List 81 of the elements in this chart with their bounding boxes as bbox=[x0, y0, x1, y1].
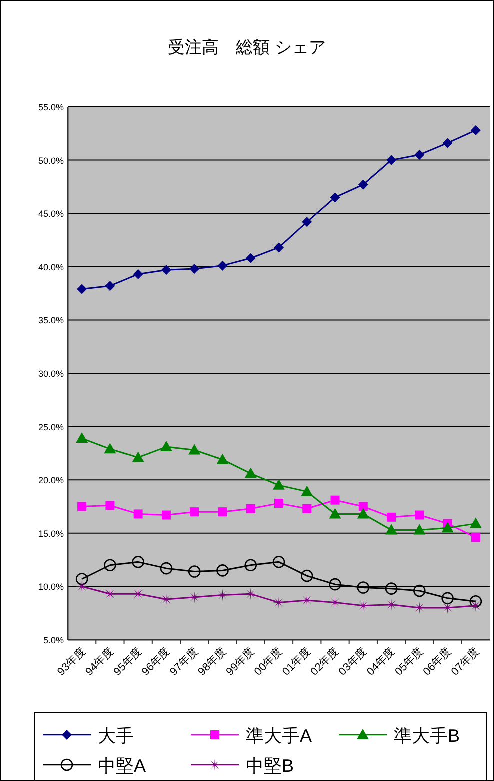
point bbox=[132, 452, 144, 462]
point bbox=[76, 573, 88, 586]
point bbox=[274, 242, 284, 253]
point bbox=[188, 566, 201, 578]
point bbox=[76, 580, 88, 593]
point bbox=[470, 518, 482, 528]
point bbox=[470, 125, 481, 136]
chart-title: 受注高 総額 シェア bbox=[168, 38, 326, 57]
point bbox=[358, 180, 368, 190]
point bbox=[329, 508, 342, 519]
y-tick-label: 40.0% bbox=[38, 262, 64, 272]
point bbox=[273, 479, 285, 490]
point bbox=[415, 510, 424, 520]
point bbox=[76, 432, 88, 444]
y-tick-label: 45.0% bbox=[38, 209, 64, 220]
point bbox=[358, 502, 368, 512]
y-tick-label: 35.0% bbox=[38, 316, 64, 326]
point bbox=[216, 564, 229, 577]
legend-label: 準大手A bbox=[246, 726, 312, 746]
point bbox=[300, 570, 314, 582]
legend-label: 準大手B bbox=[394, 726, 460, 746]
point bbox=[442, 592, 454, 605]
legend-label: 大手 bbox=[98, 726, 134, 746]
point bbox=[273, 596, 285, 609]
point bbox=[106, 501, 115, 510]
point bbox=[162, 510, 171, 520]
point bbox=[414, 150, 425, 160]
point bbox=[161, 265, 172, 276]
point bbox=[105, 281, 116, 292]
point bbox=[160, 593, 172, 606]
point bbox=[387, 512, 396, 522]
point bbox=[442, 522, 454, 533]
point bbox=[272, 556, 286, 568]
point bbox=[357, 582, 370, 594]
point bbox=[104, 559, 116, 572]
point bbox=[218, 508, 228, 517]
point bbox=[216, 454, 229, 464]
point bbox=[133, 269, 144, 280]
y-tick-label: 50.0% bbox=[38, 156, 64, 166]
y-tick-label: 25.0% bbox=[38, 422, 64, 432]
point bbox=[471, 533, 480, 542]
point bbox=[246, 253, 256, 264]
point bbox=[386, 524, 398, 535]
y-tick-label: 10.0% bbox=[38, 582, 64, 592]
point bbox=[104, 443, 116, 454]
y-tick-label: 5.0% bbox=[43, 636, 64, 646]
point bbox=[329, 578, 342, 591]
point bbox=[414, 524, 426, 535]
y-tick-label: 55.0% bbox=[38, 102, 64, 112]
point bbox=[414, 584, 426, 598]
y-tick-label: 30.0% bbox=[38, 369, 64, 379]
point bbox=[442, 138, 453, 148]
point bbox=[78, 502, 87, 512]
point bbox=[386, 598, 398, 611]
point bbox=[385, 582, 398, 595]
point bbox=[244, 559, 258, 572]
point bbox=[470, 595, 482, 608]
point bbox=[190, 264, 200, 274]
legend-label: 中堅B bbox=[246, 756, 294, 776]
point bbox=[188, 444, 201, 455]
point bbox=[132, 556, 144, 568]
point bbox=[302, 217, 312, 228]
point bbox=[160, 562, 173, 575]
point bbox=[244, 468, 257, 478]
point bbox=[77, 284, 88, 294]
point bbox=[330, 496, 340, 505]
point bbox=[134, 510, 143, 519]
legend-label: 中堅A bbox=[98, 756, 146, 776]
point bbox=[330, 192, 340, 203]
point bbox=[357, 508, 370, 519]
y-tick-label: 20.0% bbox=[38, 476, 64, 486]
point bbox=[386, 155, 397, 166]
point bbox=[274, 499, 284, 508]
point bbox=[160, 441, 172, 452]
y-tick-label: 15.0% bbox=[38, 528, 64, 539]
point bbox=[218, 260, 228, 271]
point bbox=[302, 504, 312, 514]
point bbox=[301, 486, 314, 496]
point bbox=[246, 504, 256, 514]
point bbox=[301, 594, 314, 607]
point bbox=[190, 508, 200, 517]
